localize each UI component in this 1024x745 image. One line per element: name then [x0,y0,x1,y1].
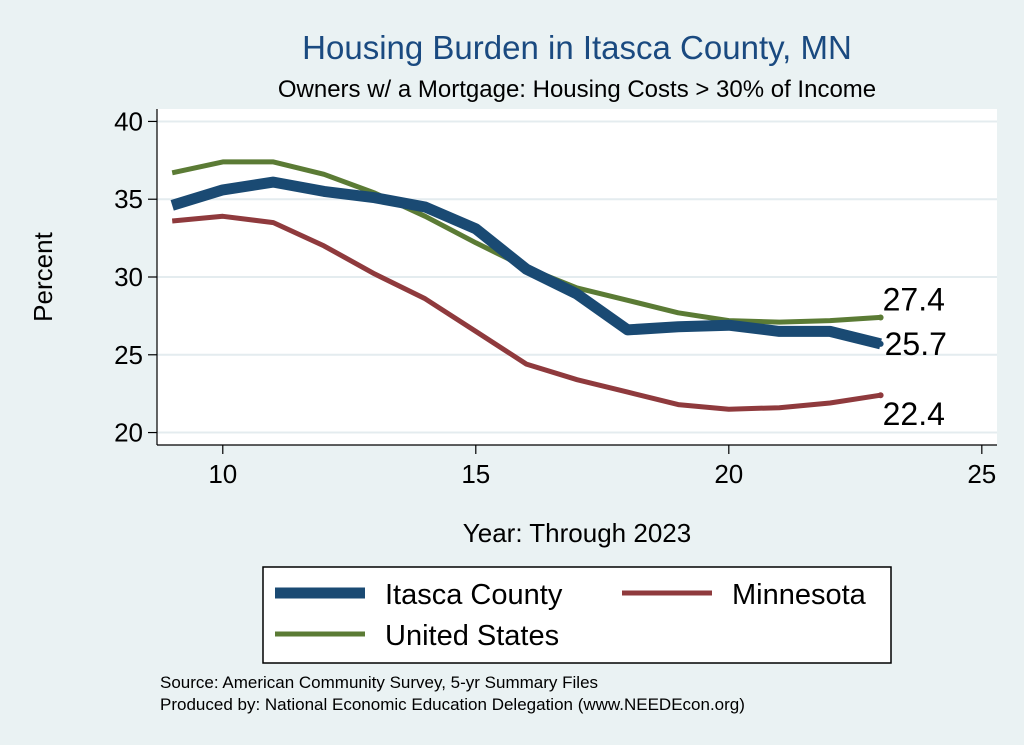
x-ticks: 10 15 20 25 [208,445,996,489]
legend-label-minnesota: Minnesota [732,579,867,611]
legend: Itasca County Minnesota United States [275,579,867,652]
y-tick-label-25: 25 [114,340,143,370]
legend-label-itasca-county: Itasca County [385,579,563,611]
y-ticks: 20 25 30 35 40 [114,106,157,448]
gridlines [157,120,997,434]
legend-box [262,566,892,664]
chart-title: Housing Burden in Itasca County, MN [302,29,852,66]
x-tick-label-15: 15 [461,459,490,489]
x-tick-label-10: 10 [208,459,237,489]
y-tick-label-40: 40 [114,106,143,136]
end-labels: 25.7 22.4 27.4 [883,281,947,432]
series-lines [170,159,884,412]
legend-label-united-states: United States [385,620,559,652]
produced-note: Produced by: National Economic Education… [160,695,745,714]
y-tick-label-20: 20 [114,418,143,448]
series-line-itasca-county [170,176,882,350]
x-tick-label-25: 25 [967,459,996,489]
source-note: Source: American Community Survey, 5-yr … [160,673,598,692]
x-tick-label-20: 20 [714,459,743,489]
end-marker-minnesota [877,392,884,399]
chart-subtitle: Owners w/ a Mortgage: Housing Costs > 30… [278,76,876,103]
end-label-united-states: 27.4 [883,281,945,317]
y-tick-label-30: 30 [114,262,143,292]
series-line-minnesota [171,213,881,412]
end-marker-united-states [877,314,884,321]
end-marker-itasca-county [877,340,884,347]
x-axis-label: Year: Through 2023 [463,518,691,548]
y-tick-label-35: 35 [114,184,143,214]
y-axis-label: Percent [28,231,58,321]
end-label-itasca-county: 25.7 [885,326,947,362]
end-label-minnesota: 22.4 [883,396,945,432]
